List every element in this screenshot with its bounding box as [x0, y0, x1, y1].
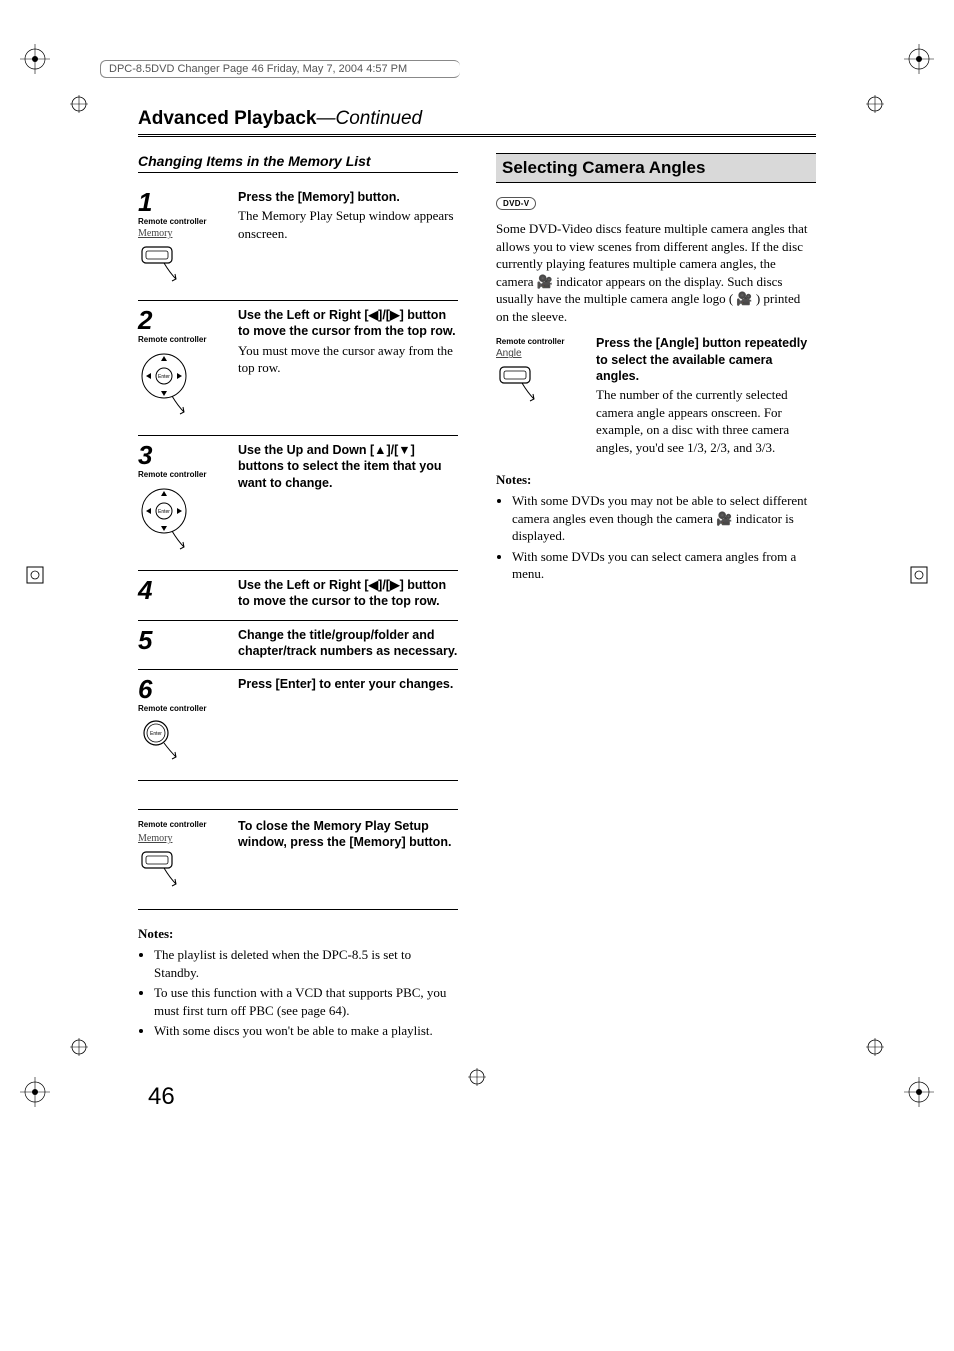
remote-controller-label: Remote controller — [496, 337, 586, 346]
notes-title: Notes: — [496, 472, 816, 488]
step-body: The Memory Play Setup window appears ons… — [238, 207, 458, 242]
step-number: 5 — [138, 627, 228, 653]
memory-button-icon — [138, 848, 186, 890]
right-heading: Selecting Camera Angles — [496, 153, 816, 183]
section-title-continued: —Continued — [316, 108, 422, 129]
step-3: 3 Remote controller Enter Use the Up and… — [138, 435, 458, 570]
step-number: 2 — [138, 307, 228, 333]
remote-controller-label: Remote controller — [138, 470, 228, 479]
step-instruction: Change the title/group/folder and chapte… — [238, 627, 458, 660]
remote-controller-label: Remote controller — [138, 704, 228, 713]
step-6: 6 Remote controller Enter Press [Enter] … — [138, 669, 458, 781]
step-number: 3 — [138, 442, 228, 468]
remote-controller-label: Remote controller — [138, 335, 228, 344]
step-instruction: Use the Up and Down [▲]/[▼] buttons to s… — [238, 442, 458, 491]
step-number: 4 — [138, 577, 228, 603]
step-2: 2 Remote controller Enter Use the Left o… — [138, 300, 458, 435]
subsection-title: Changing Items in the Memory List — [138, 153, 458, 173]
step-instruction: Use the Left or Right [◀]/[▶] button to … — [238, 577, 458, 610]
angle-label: Angle — [496, 348, 586, 359]
svg-text:Enter: Enter — [158, 509, 170, 515]
header-line: DPC-8.5DVD Changer Page 46 Friday, May 7… — [100, 60, 460, 78]
angle-instruction: Remote controller Angle Press the [Angle… — [496, 335, 816, 456]
dvdv-badge-icon: DVD-V — [496, 197, 536, 210]
remote-controller-label: Remote controller — [138, 217, 228, 226]
camera-angle-intro: Some DVD-Video discs feature multiple ca… — [496, 220, 816, 325]
svg-text:Enter: Enter — [158, 374, 170, 380]
close-text: To close the Memory Play Setup window, p… — [238, 818, 458, 851]
step-instruction: Press the [Memory] button. — [238, 189, 458, 205]
enter-button-icon: Enter — [138, 717, 186, 765]
step-1: 1 Remote controller Memory Press the [Me… — [138, 183, 458, 300]
notes-title: Notes: — [138, 926, 458, 942]
remote-controller-label: Remote controller — [138, 820, 228, 829]
svg-text:Enter: Enter — [150, 731, 162, 737]
dpad-icon: Enter — [138, 483, 194, 555]
notes-list: The playlist is deleted when the DPC-8.5… — [138, 946, 458, 1040]
note-item: With some DVDs you can select camera ang… — [512, 548, 816, 583]
step-number: 1 — [138, 189, 228, 215]
memory-button-icon — [138, 243, 186, 285]
step-instruction: Press [Enter] to enter your changes. — [238, 676, 458, 692]
note-item: To use this function with a VCD that sup… — [154, 984, 458, 1019]
memory-label: Memory — [138, 833, 228, 844]
step-body: You must move the cursor away from the t… — [238, 342, 458, 377]
note-item: The playlist is deleted when the DPC-8.5… — [154, 946, 458, 981]
angle-button-icon — [496, 363, 544, 405]
section-title-main: Advanced Playback — [138, 108, 316, 129]
step-5: 5 Change the title/group/folder and chap… — [138, 620, 458, 670]
angle-instruction-body: The number of the currently selected cam… — [596, 386, 816, 456]
note-item: With some DVDs you may not be able to se… — [512, 492, 816, 545]
close-instruction: Remote controller Memory To close the Me… — [138, 809, 458, 910]
step-instruction: Use the Left or Right [◀]/[▶] button to … — [238, 307, 458, 340]
angle-instruction-bold: Press the [Angle] button repeatedly to s… — [596, 335, 816, 384]
memory-label: Memory — [138, 228, 228, 239]
dpad-icon: Enter — [138, 348, 194, 420]
step-4: 4 Use the Left or Right [◀]/[▶] button t… — [138, 570, 458, 620]
page-number: 46 — [148, 1083, 816, 1111]
step-number: 6 — [138, 676, 228, 702]
note-item: With some discs you won't be able to mak… — [154, 1022, 458, 1040]
notes-list: With some DVDs you may not be able to se… — [496, 492, 816, 583]
section-title: Advanced Playback—Continued — [138, 108, 816, 137]
